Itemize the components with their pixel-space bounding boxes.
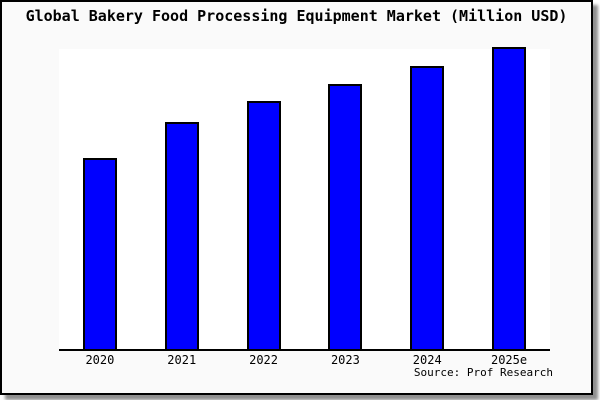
bar-slot-2022 bbox=[223, 49, 305, 349]
x-axis-labels: 2020 2021 2022 2023 2024 2025e bbox=[59, 353, 550, 367]
plot-area bbox=[59, 47, 550, 351]
chart-title: Global Bakery Food Processing Equipment … bbox=[25, 7, 568, 25]
x-tick-label-2022: 2022 bbox=[249, 353, 279, 367]
bar-slot-2025e bbox=[468, 47, 550, 349]
bar-slot-2023 bbox=[304, 49, 386, 349]
bar-2024 bbox=[410, 66, 445, 349]
x-tick-label-2021: 2021 bbox=[167, 353, 197, 367]
chart-card: Global Bakery Food Processing Equipment … bbox=[0, 0, 593, 395]
x-tick-label-2024: 2024 bbox=[412, 353, 442, 367]
x-tick-label-2023: 2023 bbox=[330, 353, 360, 367]
bar-slot-2021 bbox=[141, 49, 223, 349]
bar-2025e bbox=[492, 47, 527, 349]
x-tick-label-2020: 2020 bbox=[85, 353, 115, 367]
source-label: Source: Prof Research bbox=[413, 366, 553, 379]
bar-2023 bbox=[328, 84, 363, 349]
bar-2022 bbox=[246, 101, 281, 349]
bar-2020 bbox=[82, 158, 117, 349]
bar-slot-2020 bbox=[59, 49, 141, 349]
bar-2021 bbox=[164, 122, 199, 349]
x-tick-label-2025e: 2025e bbox=[490, 353, 528, 367]
bar-slot-2024 bbox=[386, 49, 468, 349]
